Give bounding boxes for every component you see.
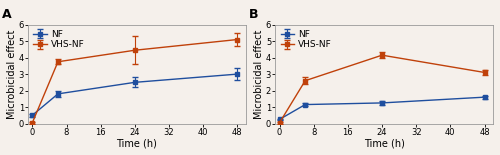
Legend: NF, VHS-NF: NF, VHS-NF bbox=[32, 29, 86, 50]
Legend: NF, VHS-NF: NF, VHS-NF bbox=[280, 29, 332, 50]
X-axis label: Time (h): Time (h) bbox=[364, 138, 405, 148]
Text: B: B bbox=[249, 8, 258, 21]
Y-axis label: Microbicidal effect: Microbicidal effect bbox=[7, 29, 17, 119]
X-axis label: Time (h): Time (h) bbox=[116, 138, 158, 148]
Y-axis label: Microbicidal effect: Microbicidal effect bbox=[254, 29, 264, 119]
Text: A: A bbox=[2, 8, 12, 21]
